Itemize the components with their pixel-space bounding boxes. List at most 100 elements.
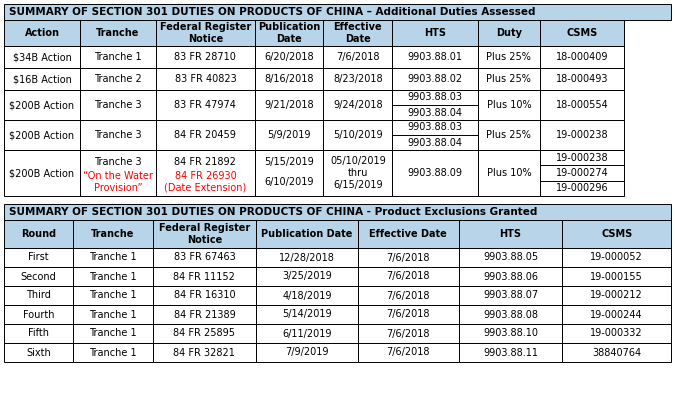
Bar	[4, 46, 80, 68]
Text: SUMMARY OF SECTION 301 DUTIES ON PRODUCTS OF CHINA – Additional Duties Assessed: SUMMARY OF SECTION 301 DUTIES ON PRODUCT…	[9, 7, 535, 17]
Bar	[562, 248, 671, 267]
Bar	[153, 343, 256, 362]
Text: 9903.88.03: 9903.88.03	[408, 93, 462, 102]
Bar	[153, 324, 256, 343]
Text: 9903.88.05: 9903.88.05	[483, 252, 538, 262]
Bar	[478, 68, 540, 90]
Text: Publication Date: Publication Date	[261, 229, 352, 239]
Bar	[254, 150, 323, 196]
Bar	[562, 267, 671, 286]
Bar	[80, 68, 156, 90]
Text: Tranche 3: Tranche 3	[95, 130, 142, 140]
Bar	[459, 286, 562, 305]
Bar	[156, 46, 254, 68]
Bar	[156, 120, 254, 150]
Text: Action: Action	[24, 28, 59, 38]
Bar	[74, 324, 153, 343]
Text: 7/6/2018: 7/6/2018	[387, 252, 430, 262]
Bar	[358, 324, 459, 343]
Bar	[562, 286, 671, 305]
Bar	[478, 120, 540, 150]
Text: SUMMARY OF SECTION 301 DUTIES ON PRODUCTS OF CHINA - Product Exclusions Granted: SUMMARY OF SECTION 301 DUTIES ON PRODUCT…	[9, 207, 537, 217]
Text: 9/24/2018: 9/24/2018	[333, 100, 383, 110]
Bar	[562, 305, 671, 324]
Text: $200B Action: $200B Action	[9, 130, 74, 140]
Bar	[358, 286, 459, 305]
Text: 18-000409: 18-000409	[556, 52, 609, 62]
Text: 9903.88.08: 9903.88.08	[483, 310, 538, 320]
Text: $16B Action: $16B Action	[13, 74, 72, 84]
Text: Federal Register
Notice: Federal Register Notice	[159, 223, 250, 245]
Text: 19-000274: 19-000274	[556, 168, 609, 178]
Text: Third: Third	[26, 291, 51, 301]
Text: 7/9/2019: 7/9/2019	[285, 347, 329, 358]
Text: 5/14/2019: 5/14/2019	[282, 310, 331, 320]
Bar	[256, 305, 358, 324]
Text: Plus 25%: Plus 25%	[487, 74, 531, 84]
Bar	[254, 20, 323, 46]
Text: 84 FR 21389: 84 FR 21389	[173, 310, 236, 320]
Text: Plus 10%: Plus 10%	[487, 100, 531, 110]
Bar	[156, 68, 254, 90]
Bar	[323, 150, 392, 196]
Text: Second: Second	[21, 272, 57, 281]
Bar	[478, 90, 540, 120]
Text: $34B Action: $34B Action	[13, 52, 72, 62]
Bar	[392, 46, 478, 68]
Bar	[323, 20, 392, 46]
Bar	[459, 305, 562, 324]
Text: Tranche: Tranche	[97, 28, 140, 38]
Bar	[80, 20, 156, 46]
Text: 19-000332: 19-000332	[591, 328, 643, 339]
Bar	[478, 20, 540, 46]
Text: 9903.88.06: 9903.88.06	[483, 272, 538, 281]
Bar	[256, 220, 358, 248]
Text: 18-000554: 18-000554	[556, 100, 609, 110]
Text: HTS: HTS	[500, 229, 522, 239]
Bar	[358, 267, 459, 286]
Bar	[358, 343, 459, 362]
Text: 9903.88.10: 9903.88.10	[483, 328, 538, 339]
Bar	[540, 68, 624, 90]
Bar	[478, 150, 540, 196]
Text: 84 FR 26930
(Date Extension): 84 FR 26930 (Date Extension)	[164, 172, 246, 193]
Bar	[80, 46, 156, 68]
Text: 84 FR 11152: 84 FR 11152	[173, 272, 236, 281]
Bar	[4, 204, 671, 220]
Text: 19-000238: 19-000238	[556, 153, 609, 163]
Bar	[392, 150, 478, 196]
Text: Tranche 1: Tranche 1	[89, 347, 137, 358]
Text: Plus 25%: Plus 25%	[487, 52, 531, 62]
Bar	[4, 120, 80, 150]
Text: 19-000052: 19-000052	[590, 252, 643, 262]
Text: $200B Action: $200B Action	[9, 168, 74, 178]
Text: 9903.88.07: 9903.88.07	[483, 291, 538, 301]
Bar	[562, 343, 671, 362]
Bar	[4, 220, 74, 248]
Bar	[80, 120, 156, 150]
Bar	[540, 150, 624, 196]
Bar	[4, 286, 74, 305]
Text: Tranche 1: Tranche 1	[89, 291, 137, 301]
Bar	[4, 305, 74, 324]
Text: 7/6/2018: 7/6/2018	[387, 291, 430, 301]
Bar	[74, 286, 153, 305]
Bar	[256, 343, 358, 362]
Bar	[540, 120, 624, 150]
Bar	[540, 90, 624, 120]
Bar	[74, 267, 153, 286]
Text: Tranche 1: Tranche 1	[89, 328, 137, 339]
Bar	[459, 343, 562, 362]
Bar	[4, 267, 74, 286]
Bar	[392, 68, 478, 90]
Bar	[478, 46, 540, 68]
Bar	[153, 286, 256, 305]
Bar	[358, 248, 459, 267]
Bar	[4, 90, 80, 120]
Bar	[80, 150, 156, 196]
Bar	[562, 324, 671, 343]
Bar	[254, 46, 323, 68]
Text: $200B Action: $200B Action	[9, 100, 74, 110]
Bar	[392, 20, 478, 46]
Text: 6/20/2018: 6/20/2018	[265, 52, 314, 62]
